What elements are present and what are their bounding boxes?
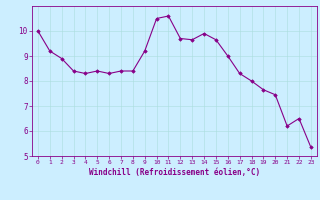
X-axis label: Windchill (Refroidissement éolien,°C): Windchill (Refroidissement éolien,°C) [89, 168, 260, 177]
